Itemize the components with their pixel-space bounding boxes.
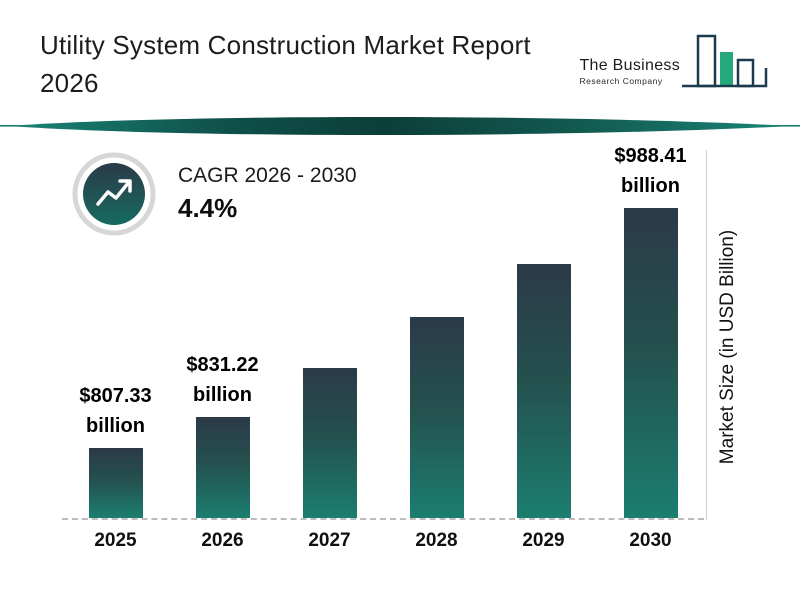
cagr-label: CAGR 2026 - 2030 <box>178 164 357 187</box>
bar-column-2027 <box>276 368 383 518</box>
cagr-text: CAGR 2026 - 2030 4.4% <box>178 164 357 224</box>
bar-column-2026: $831.22 billion <box>169 350 276 518</box>
bar-value-label-2025: $807.33 billion <box>79 385 152 437</box>
x-tick-2029: 2029 <box>522 530 565 551</box>
cagr-value: 4.4% <box>178 193 238 223</box>
x-tick-2030: 2030 <box>629 530 672 551</box>
bar-2025 <box>88 448 143 518</box>
bar-2027 <box>302 368 357 518</box>
logo: The Business Research Company <box>579 30 770 94</box>
bar-column-2028 <box>383 317 490 518</box>
cagr-block: CAGR 2026 - 2030 4.4% <box>72 152 357 236</box>
bar-2026 <box>195 417 250 518</box>
years-row: 2025 2026 2027 2028 2029 2030 <box>62 530 704 552</box>
bar-column-2029 <box>490 264 597 518</box>
bar-column-2030: $988.41 billion <box>597 141 704 518</box>
trend-up-icon <box>72 152 156 236</box>
page-title: Utility System Construction Market Repor… <box>40 26 580 102</box>
right-axis-line <box>706 150 707 520</box>
bar-value-label-2026: $831.22 billion <box>186 354 259 406</box>
x-tick-2028: 2028 <box>415 530 458 551</box>
bars-row: $807.33 billion $831.22 billion $988.41 billi… <box>62 145 704 520</box>
bar-2029 <box>516 264 571 518</box>
bar-value-label-2030: $988.41 billion <box>614 145 687 197</box>
page-title-line1: Utility System Construction Market Repor… <box>40 30 531 60</box>
y-axis-label: Market Size (in USD Billion) <box>717 229 738 465</box>
bar-2028 <box>409 317 464 518</box>
logo-text: The Business Research Company <box>579 57 680 94</box>
divider-line <box>0 117 800 135</box>
logo-subtitle: Research Company <box>579 76 663 86</box>
page-title-line2: 2026 <box>40 68 99 98</box>
logo-name: The Business <box>579 57 680 74</box>
x-tick-2025: 2025 <box>94 530 137 551</box>
bar-column-2025: $807.33 billion <box>62 381 169 518</box>
x-tick-2027: 2027 <box>308 530 351 551</box>
x-tick-2026: 2026 <box>201 530 244 551</box>
logo-bars-icon <box>682 34 768 88</box>
bar-2030 <box>623 208 678 518</box>
